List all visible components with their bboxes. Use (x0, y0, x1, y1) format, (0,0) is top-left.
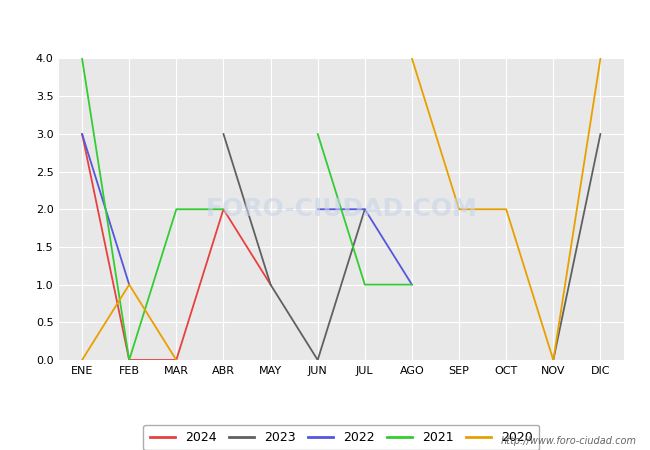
Text: FORO-CIUDAD.COM: FORO-CIUDAD.COM (205, 197, 477, 221)
Legend: 2024, 2023, 2022, 2021, 2020: 2024, 2023, 2022, 2021, 2020 (144, 425, 539, 450)
Text: Matriculaciones de Vehiculos en Paniza: Matriculaciones de Vehiculos en Paniza (162, 14, 488, 33)
Text: http://www.foro-ciudad.com: http://www.foro-ciudad.com (501, 436, 637, 446)
